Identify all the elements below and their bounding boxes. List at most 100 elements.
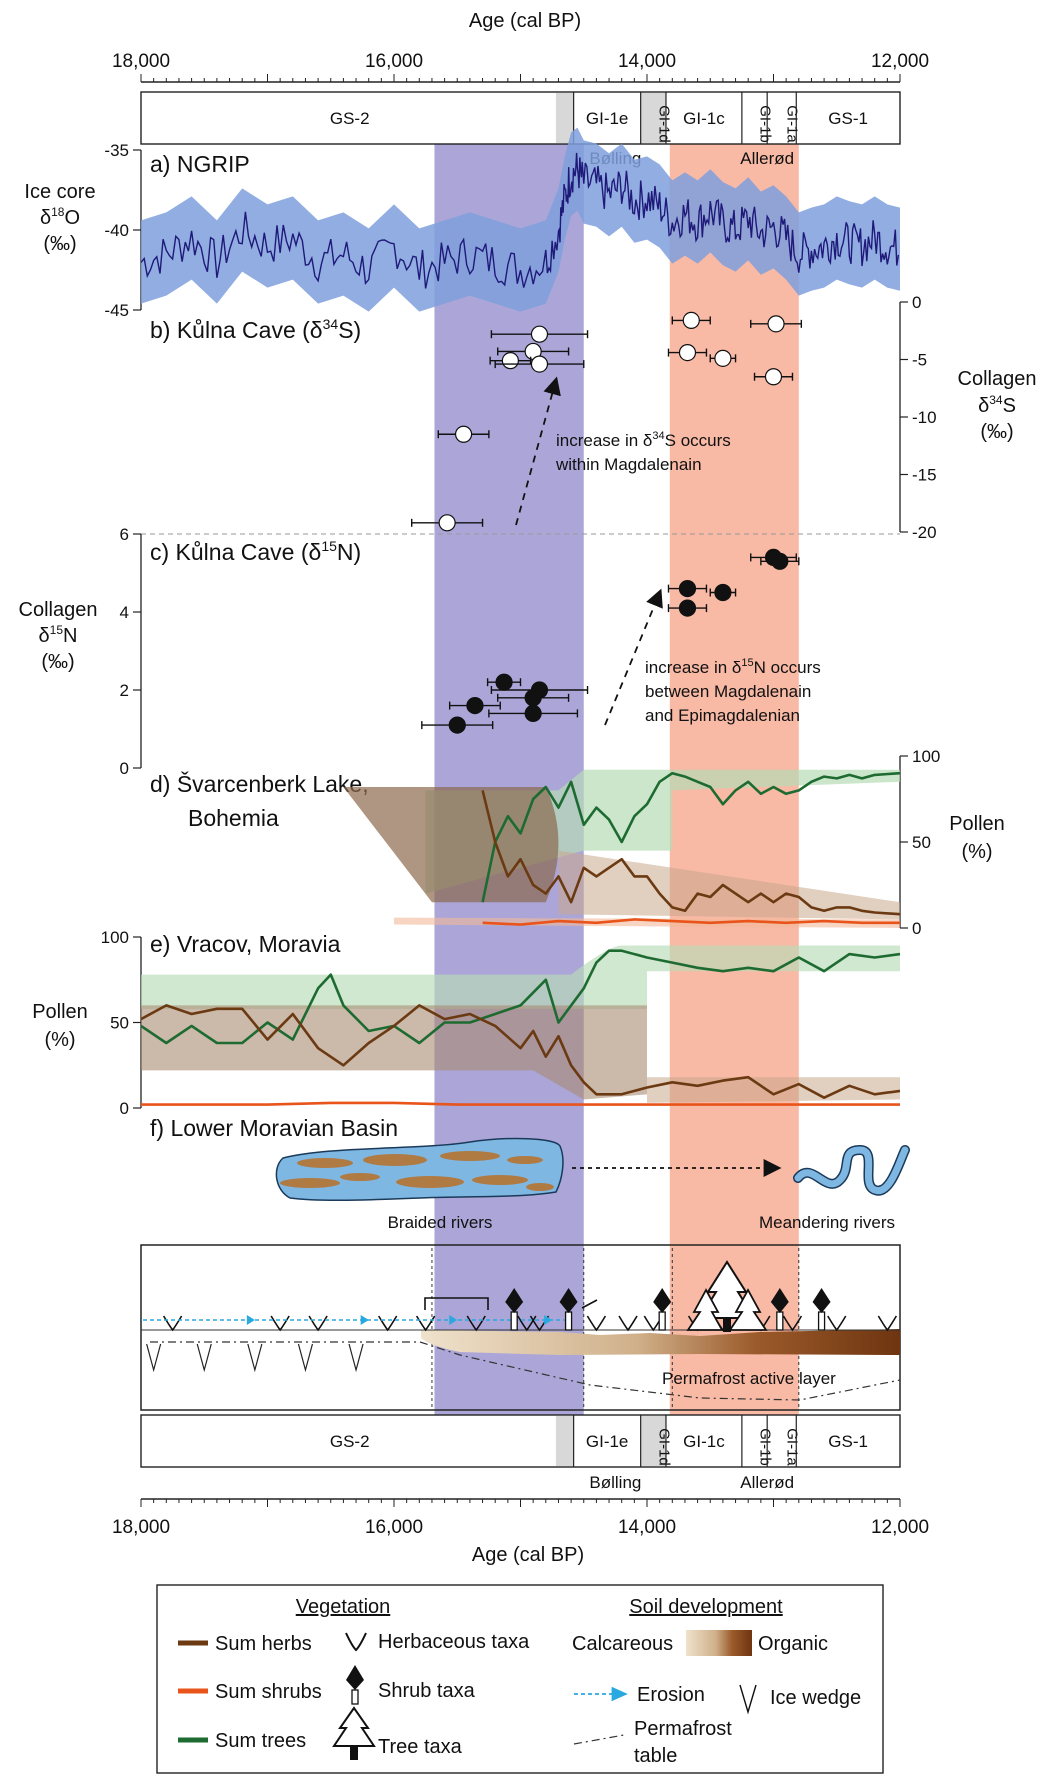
panel-c-trend-arrow — [604, 588, 663, 726]
panel-a-ngrip: a) NGRIP -35 -40 -45 Ice core δ18O (‰) — [24, 127, 900, 320]
panel-e-vracov: e) Vracov, Moravia 100 50 0 Pollen (%) — [32, 928, 901, 1118]
y-tick-label: 0 — [120, 1099, 129, 1118]
shrub-taxa-crown — [559, 1288, 578, 1313]
stratigraphy-unit-label: GI-1b — [757, 1428, 774, 1466]
pollen-series-line — [141, 1101, 900, 1106]
panel-e-lines — [140, 949, 901, 1106]
herbaceous-taxa-symbol — [782, 1315, 803, 1332]
legend-trees-label: Sum trees — [215, 1730, 306, 1752]
axis-tick-label: 12,000 — [871, 51, 929, 72]
panel-a-ylabel-line1: Ice core — [24, 181, 95, 203]
herbaceous-taxa-symbol — [877, 1315, 898, 1332]
legend-permafrost-table-line2: table — [634, 1745, 677, 1767]
panel-d-ticks: 100 50 0 — [900, 747, 940, 938]
legend-ice-wedge-icon — [739, 1684, 757, 1715]
stratigraphy-unit-label: GI-1e — [586, 1432, 629, 1451]
panel-d-bands — [343, 769, 900, 928]
herbaceous-taxa-symbol — [618, 1315, 638, 1332]
y-tick-label: -15 — [912, 466, 937, 485]
herbaceous-taxa-symbol — [270, 1315, 290, 1332]
ice-wedge-symbol — [146, 1343, 162, 1373]
axis-tick-label: 14,000 — [618, 1517, 676, 1538]
data-point — [501, 352, 519, 370]
interstadial-label: Bølling — [589, 1473, 641, 1492]
shrub-taxa-stem — [510, 1311, 518, 1331]
legend-shrub-taxa-icon — [346, 1665, 364, 1705]
axis-tick-label: 12,000 — [871, 1517, 929, 1538]
y-tick-label: 4 — [120, 603, 129, 622]
y-tick-label: -45 — [104, 301, 129, 320]
erosion-arrowhead — [544, 1315, 553, 1325]
herbaceous-taxa-symbol — [466, 1315, 486, 1332]
data-point — [438, 514, 456, 532]
panel-d-ylabel-line2: (%) — [961, 841, 992, 863]
data-point — [771, 552, 789, 570]
cross-section-frame — [140, 1244, 901, 1411]
panel-f-title: f) Lower Moravian Basin — [150, 1115, 398, 1141]
y-tick-label: 0 — [912, 919, 921, 938]
shrub-taxa-crown — [653, 1288, 672, 1313]
legend-ice-wedge-label: Ice wedge — [770, 1687, 861, 1709]
panel-c-annotation-line1: increase in δ15N occurs — [645, 657, 821, 677]
panel-d-title-line2: Bohemia — [188, 805, 279, 831]
pollen-range-band — [141, 945, 900, 1009]
axis-tick-label: 16,000 — [365, 1517, 423, 1538]
panel-e-ticks: 100 50 0 — [101, 928, 141, 1118]
bottom-stratigraphy-bar: GS-2 GI-1e GI-1d GI-1c GI-1b GI-1a GS-1 Bølling… — [140, 1414, 901, 1492]
panel-b-ylabel-line3: (‰) — [980, 421, 1013, 443]
panel-b-ylabel-line2: δ34S — [978, 393, 1016, 417]
braided-river-illustration — [275, 1137, 564, 1202]
data-point — [682, 311, 700, 329]
y-tick-label: -40 — [104, 221, 129, 240]
pollen-series-line — [140, 1004, 901, 1099]
stratigraphy-unit-label: GI-1a — [784, 1428, 801, 1466]
herbaceous-taxa-symbol — [415, 1315, 436, 1332]
legend-organic-label: Organic — [758, 1633, 828, 1655]
panel-e-ylabel-line1: Pollen — [32, 1001, 88, 1023]
pollen-series-line — [140, 949, 901, 1045]
panel-b-points — [411, 311, 803, 532]
data-point — [530, 325, 549, 343]
panel-e-title: e) Vracov, Moravia — [150, 931, 341, 957]
shrub-taxa-stem — [564, 1311, 573, 1331]
top-axis-ticks: 18,000 16,000 14,000 12,000 — [112, 51, 929, 82]
meandering-river-fill — [794, 1146, 909, 1195]
data-point — [714, 349, 732, 367]
legend-soil-title: Soil development — [629, 1596, 783, 1618]
legend-soil-gradient — [686, 1630, 752, 1656]
permafrost-active-layer-label: Permafrost active layer — [662, 1369, 836, 1388]
data-point — [678, 344, 697, 362]
ice-wedges — [146, 1343, 364, 1373]
meandering-rivers-label: Meandering rivers — [759, 1213, 895, 1232]
ice-wedge-symbol — [247, 1343, 263, 1373]
ice-wedge-symbol — [297, 1343, 314, 1373]
panel-c-points — [421, 548, 800, 734]
data-point — [530, 355, 549, 373]
legend-herbaceous-taxa-label: Herbaceous taxa — [378, 1631, 530, 1653]
y-tick-label: 6 — [120, 525, 129, 544]
interstadial-label: Allerød — [740, 1473, 794, 1492]
data-point — [448, 716, 466, 734]
data-point — [678, 599, 697, 617]
panel-c-annotation-line3: and Epimagdalenian — [645, 706, 800, 725]
erosion-arrowhead — [360, 1315, 369, 1325]
y-tick-label: 50 — [912, 833, 931, 852]
data-point — [466, 696, 484, 715]
stratigraphy-unit-label: GI-1e — [586, 109, 629, 128]
legend-herbs-label: Sum herbs — [215, 1633, 312, 1655]
panel-b-annotation-line1: increase in δ34S occurs — [556, 430, 731, 450]
stratigraphy-transition-shade — [640, 93, 666, 143]
interstadial-label: Allerød — [740, 149, 794, 168]
top-age-axis: Age (cal BP) 18,000 16,000 14,000 12,000 — [112, 10, 929, 83]
axis-tick-label: 18,000 — [112, 1517, 170, 1538]
panel-c-ylabel-line1: Collagen — [19, 599, 98, 621]
erosion-arrows — [246, 1315, 553, 1325]
pollen-range-band — [141, 1005, 647, 1100]
y-tick-label: 0 — [912, 293, 921, 312]
cross-section-bracket — [424, 1297, 489, 1310]
shrub-taxa-symbols — [505, 1288, 831, 1331]
panel-f-lower-moravian-basin: f) Lower Moravian Basin Braided rivers M… — [140, 1115, 910, 1411]
legend-permafrost-table-icon — [573, 1734, 625, 1745]
stratigraphy-unit-label: GI-1d — [655, 1428, 672, 1466]
